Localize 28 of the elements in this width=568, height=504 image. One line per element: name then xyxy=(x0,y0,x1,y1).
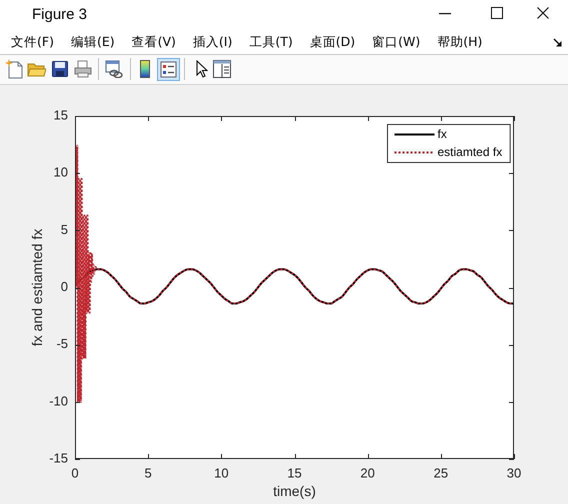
x-tick-label: 0 xyxy=(71,465,79,480)
x-tick-label: 25 xyxy=(434,465,448,480)
text: 查看(V) xyxy=(132,34,176,51)
y-tick-label: 5 xyxy=(60,222,68,237)
text: 桌面(D) xyxy=(310,34,356,51)
y-axis-title: fx and estiamted fx xyxy=(28,228,45,346)
text: 帮助(H) xyxy=(437,34,482,51)
x-tick-label: 10 xyxy=(214,465,229,480)
x-axis-title: time(s) xyxy=(273,482,316,499)
text: 窗口(W) xyxy=(372,34,420,51)
y-tick-label: -15 xyxy=(49,450,68,466)
y-tick-label: 15 xyxy=(54,108,68,123)
y-tick-label: 0 xyxy=(60,279,68,294)
legend-label: estiamted fx xyxy=(438,144,502,159)
text: 工具(T) xyxy=(249,34,293,51)
chart-title: Figure 3 xyxy=(32,6,88,23)
x-tick-label: 30 xyxy=(506,465,522,480)
line-series xyxy=(75,144,514,403)
y-tick-label: 10 xyxy=(54,164,68,180)
legend-label: fx xyxy=(438,126,447,141)
text: 插入(I) xyxy=(192,34,232,51)
x-tick-label: 20 xyxy=(360,465,375,480)
y-tick-label: -10 xyxy=(49,393,68,408)
x-tick-label: 5 xyxy=(144,465,152,480)
text: 编辑(E) xyxy=(70,34,115,51)
text: 文件(F) xyxy=(11,34,54,51)
x-tick-label: 15 xyxy=(287,465,302,480)
y-tick-label: -5 xyxy=(56,336,68,352)
